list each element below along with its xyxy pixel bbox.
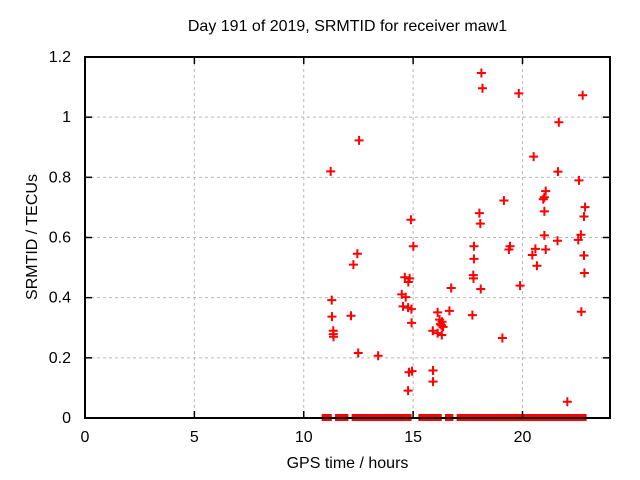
data-point-marker (576, 230, 586, 240)
data-point-marker (499, 195, 509, 205)
data-point-marker (529, 152, 539, 162)
data-point-marker (539, 192, 549, 202)
data-point-marker (580, 202, 590, 212)
data-point-marker (329, 332, 338, 342)
data-point-marker (346, 311, 356, 321)
data-point-marker (327, 312, 337, 322)
data-point-marker (476, 68, 486, 78)
data-point-marker (477, 83, 487, 93)
data-point-marker (541, 245, 551, 255)
data-point-marker (469, 273, 478, 283)
data-point-marker (469, 254, 479, 264)
data-point-marker (532, 261, 542, 271)
data-point-marker (554, 117, 564, 127)
data-point-marker (446, 283, 456, 293)
data-point-marker (515, 281, 525, 291)
data-point-marker (353, 348, 363, 358)
data-point-marker (401, 292, 411, 302)
data-point-marker (407, 366, 417, 376)
data-point-marker (476, 284, 486, 294)
data-point-marker (428, 377, 438, 387)
data-point-marker (538, 194, 548, 204)
data-point-marker (403, 386, 413, 396)
data-point-marker (576, 307, 586, 317)
data-point-marker (579, 268, 589, 278)
data-point-marker (326, 166, 336, 176)
data-point-marker (553, 167, 563, 177)
y-tick-label: 0.2 (49, 350, 71, 367)
data-point-marker (505, 241, 515, 251)
data-point-marker (405, 273, 415, 283)
data-point-marker (539, 206, 549, 216)
data-point-marker (408, 241, 418, 251)
data-point-marker (467, 310, 477, 320)
data-point-marker (348, 260, 358, 270)
data-point-marker (428, 326, 438, 336)
data-point-marker (373, 351, 383, 361)
data-point-marker (541, 186, 551, 196)
x-tick-label: 20 (514, 429, 532, 446)
data-point-marker (433, 307, 443, 317)
y-tick-label: 0.6 (49, 230, 71, 247)
x-tick-label: 5 (190, 429, 199, 446)
data-point-marker (398, 301, 408, 311)
x-tick-label: 10 (295, 429, 313, 446)
data-point-marker (514, 88, 524, 98)
data-point-marker (428, 365, 438, 375)
data-point-marker (327, 295, 337, 305)
data-point-marker (497, 333, 507, 343)
y-tick-label: 1.2 (49, 49, 71, 66)
y-tick-label: 0.4 (49, 290, 71, 307)
data-point-marker (562, 397, 572, 407)
data-point-marker (474, 208, 484, 218)
data-point-marker (553, 236, 562, 246)
data-point-marker (437, 317, 447, 327)
data-point-marker (574, 175, 584, 185)
y-tick-label: 0.8 (49, 169, 71, 186)
data-point-marker (354, 135, 364, 145)
x-axis-label: GPS time / hours (286, 455, 409, 472)
data-point-marker (579, 251, 589, 261)
chart-title: Day 191 of 2019, SRMTID for receiver maw… (187, 18, 508, 35)
data-point-marker (573, 235, 583, 245)
data-point-marker (406, 215, 416, 225)
data-point-marker (406, 304, 416, 314)
data-point-marker (407, 318, 417, 328)
y-tick-label: 0 (62, 410, 71, 427)
data-point-marker (400, 272, 410, 282)
data-point-marker (438, 322, 448, 332)
data-point-marker (539, 230, 549, 240)
y-tick-label: 1 (62, 109, 71, 126)
data-point-marker (352, 249, 362, 259)
data-point-marker (469, 241, 479, 251)
data-point-marker (437, 330, 447, 340)
x-tick-label: 15 (404, 429, 422, 446)
data-point-marker (530, 244, 540, 254)
data-point-marker (475, 219, 485, 229)
x-tick-label: 0 (81, 429, 90, 446)
data-point-marker (527, 250, 537, 260)
data-point-marker (444, 306, 454, 316)
data-point-marker (433, 328, 443, 338)
data-point-marker (578, 90, 588, 100)
data-point-marker (579, 211, 589, 221)
